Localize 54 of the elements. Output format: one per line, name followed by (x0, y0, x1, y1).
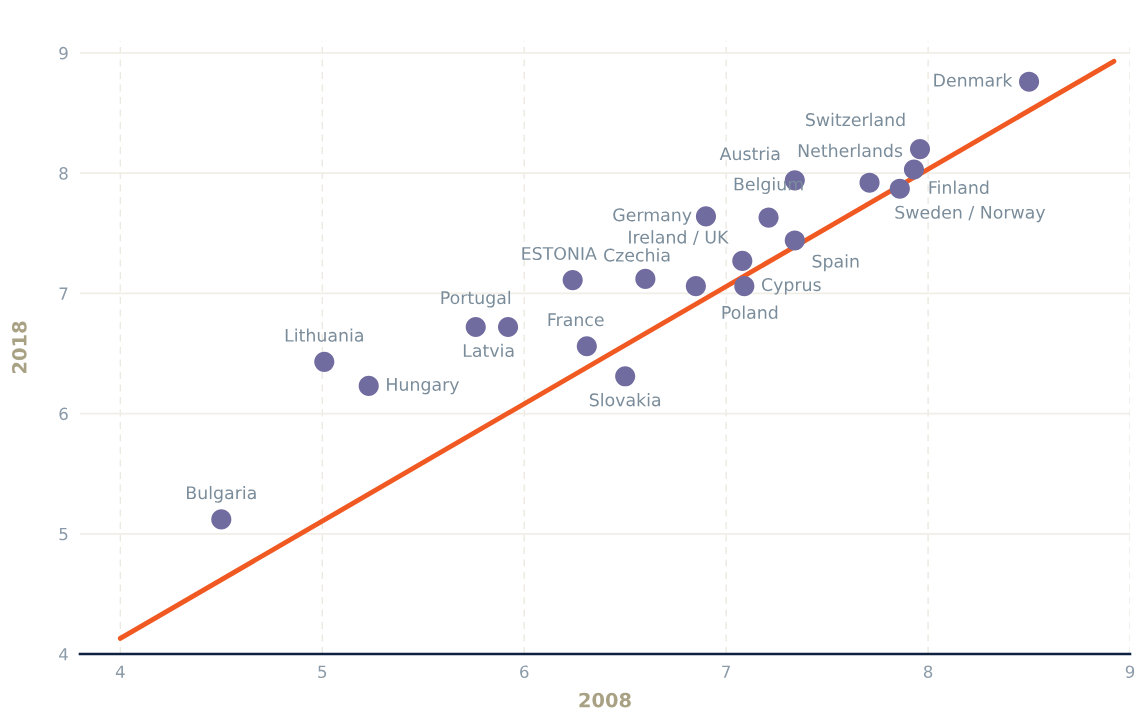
x-tick-label: 4 (115, 665, 125, 678)
point (758, 207, 779, 228)
point (909, 139, 931, 160)
x-tick-label: 8 (923, 665, 933, 679)
point (734, 276, 755, 297)
point (635, 268, 656, 289)
annotation: Ireland / UK (629, 230, 729, 245)
y-tick-label: 7 (59, 287, 68, 300)
x-tick-label: 9 (1125, 665, 1134, 679)
annotation: Sweden / Norway (895, 205, 1046, 223)
x-tick-label: 5 (318, 665, 327, 679)
point (314, 351, 335, 372)
annotation: Netherlands (798, 143, 903, 158)
annotation: Austria (719, 146, 780, 161)
annotation: ESTONIA (522, 246, 597, 261)
annotation: Germany (613, 208, 692, 225)
y-axis-title: 2018 (11, 321, 27, 373)
y-tick-label: 6 (59, 407, 68, 421)
y-tick-label: 5 (59, 527, 68, 541)
y-tick-label: 8 (59, 167, 68, 180)
point (685, 276, 706, 297)
point (859, 172, 880, 193)
point (576, 336, 597, 357)
annotation: Hungary (387, 378, 459, 395)
point (358, 375, 379, 396)
point (695, 206, 717, 227)
point (211, 509, 232, 530)
annotation: Slovakia (589, 392, 661, 407)
point (497, 316, 519, 338)
x-tick-label: 7 (722, 665, 731, 678)
x-axis-title: 2008 (579, 692, 631, 708)
point (615, 366, 636, 387)
point (903, 159, 925, 180)
y-tick-label: 9 (59, 46, 68, 60)
point (732, 250, 753, 271)
annotation: France (548, 313, 604, 327)
annotation: Lithuania (285, 328, 363, 342)
annotation: Czechia (604, 248, 670, 262)
y-tick-label: 4 (59, 648, 68, 661)
point (1019, 71, 1040, 92)
x-tick-label: 6 (520, 665, 529, 679)
point (465, 316, 486, 338)
annotation: Denmark (934, 73, 1013, 87)
annotation: Portugal (441, 290, 511, 308)
annotation: Switzerland (806, 112, 905, 127)
point (562, 270, 583, 291)
annotation: Spain (812, 254, 859, 272)
annotation: Poland (722, 305, 778, 320)
annotation: Cyprus (761, 278, 821, 295)
annotation: Latvia (463, 343, 514, 358)
annotation: Finland (929, 180, 989, 195)
point (889, 178, 910, 199)
annotation: Bulgaria (187, 485, 256, 503)
point (784, 230, 805, 251)
